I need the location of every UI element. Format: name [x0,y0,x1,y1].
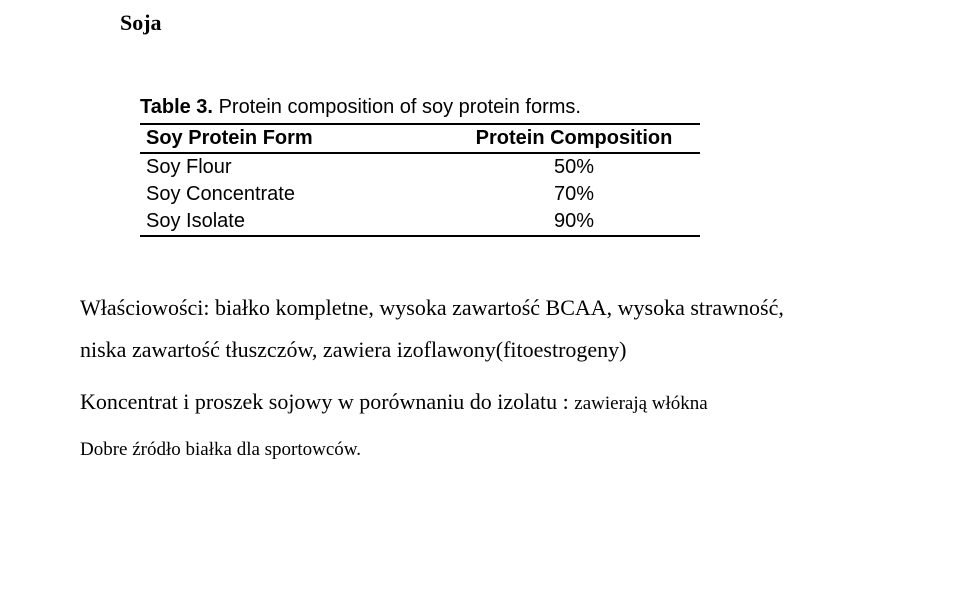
table-header-comp: Protein Composition [448,124,700,153]
line-part: Koncentrat i proszek sojowy w porównaniu… [80,389,574,414]
soy-table: Soy Protein Form Protein Composition Soy… [140,123,700,237]
paragraph-concentrate: Koncentrat i proszek sojowy w porównaniu… [80,381,879,423]
table-caption-text: Protein composition of soy protein forms… [219,96,581,118]
section-title: Soja [120,10,879,36]
table-cell-comp: 50% [448,153,700,181]
table-cell-form: Soy Flour [140,153,448,181]
table-cell-form: Soy Concentrate [140,181,448,208]
table-cell-comp: 70% [448,181,700,208]
paragraph-source: Dobre źródło białka dla sportowców. [80,432,879,468]
line-part-small: zawierają włókna [574,393,707,414]
body-text: Właściowości: białko kompletne, wysoka z… [80,287,879,468]
table-row: Soy Flour 50% [140,153,700,181]
table-row: Soy Isolate 90% [140,208,700,236]
table-row: Soy Concentrate 70% [140,181,700,208]
table-cell-comp: 90% [448,208,700,236]
table-caption: Table 3. Protein composition of soy prot… [140,96,879,119]
table-cell-form: Soy Isolate [140,208,448,236]
line: Właściowości: białko kompletne, wysoka z… [80,295,784,320]
page: Soja Table 3. Protein composition of soy… [0,0,959,605]
table-caption-label: Table 3. [140,96,213,118]
line: niska zawartość tłuszczów, zawiera izofl… [80,337,627,362]
table-container: Table 3. Protein composition of soy prot… [140,96,879,237]
paragraph-properties: Właściowości: białko kompletne, wysoka z… [80,287,879,371]
table-header-row: Soy Protein Form Protein Composition [140,124,700,153]
table-header-form: Soy Protein Form [140,124,448,153]
